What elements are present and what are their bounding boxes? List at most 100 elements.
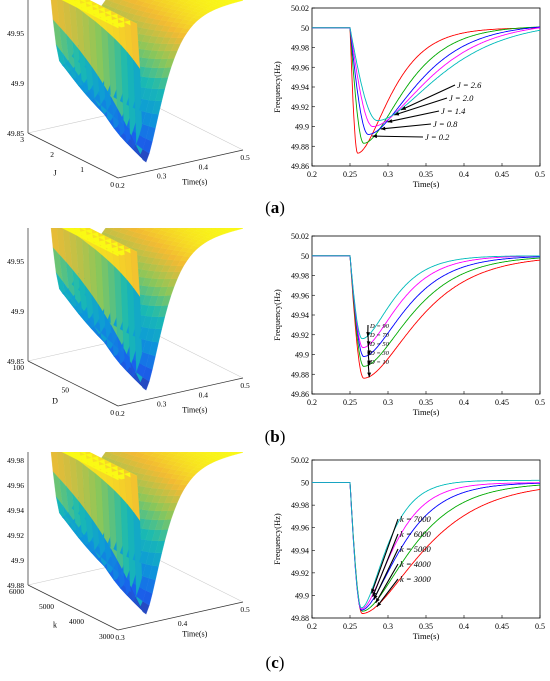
annotation-arrow [400,84,456,111]
line-svg-b: 0.2 0.25 0.3 0.35 0.4 0.45 0.5 49.86 49.88 49.9 49… [272,232,545,417]
surface-patch [187,0,191,1]
series-label: D = 50 [369,341,390,348]
series-line [312,27,541,122]
plot-area [311,235,541,395]
surface-patch [236,0,244,2]
x-tick-label: 2 [50,150,54,159]
line-plot-b: 0.2 0.25 0.3 0.35 0.4 0.45 0.5 49.86 49.88 49.9 49… [270,228,550,423]
y-axis-label: Frequency(Hz) [272,61,282,113]
x-tick-label: 100 [13,363,25,372]
line-svg-a: 0.2 0.25 0.3 0.35 0.4 0.45 0.5 49.86 49.88 49.9 49… [272,4,545,189]
series-line [312,255,540,340]
surface-plot-a: 49.8549.949.955001230.20.30.40.5JTime(s)… [0,0,265,195]
series-label: k = 4000 [400,559,432,569]
x-tick-label: 0.25 [343,170,357,179]
annotation-arrowhead [371,588,375,594]
surface [27,189,244,391]
y-tick-label: 50.02 [291,456,309,465]
x-tick-label: 0.3 [383,398,393,407]
y-tick-label: 49.9 [295,591,309,600]
x-tick-label: 0.3 [383,622,393,631]
z-tick-label: 49.95 [7,29,24,38]
x-tick-label: 50 [62,386,70,395]
x-tick-label: 4000 [69,617,84,626]
annotation-arrowhead [380,126,386,131]
surface-patch [107,0,115,3]
axis-line [117,601,244,631]
y-tick-label: 49.98 [291,44,309,53]
axis-line [27,132,119,179]
x-tick-label: 0.5 [535,622,545,631]
annotation-arrow [380,123,432,130]
y-tick-label: 49.86 [291,390,309,399]
surface [50,0,244,163]
x-tick-label: 0 [110,408,114,417]
x-tick-label: 0.25 [343,398,357,407]
series-line [312,479,540,609]
y-tick-label: 50 [301,24,309,33]
y-axis-label: Time(s) [182,178,207,187]
series-label: D = 70 [369,332,390,339]
y-axis-label: Frequency(Hz) [272,289,282,341]
z-tick-label: 49.95 [7,257,24,266]
y-tick-label: 49.96 [291,524,309,533]
y-tick-label: 49.86 [291,162,309,171]
x-axis-label: Time(s) [413,407,440,417]
x-tick-label: 0.25 [343,622,357,631]
y-tick-label: 49.94 [291,311,309,320]
x-tick-label: 3000 [99,632,114,641]
x-tick-label: 0.5 [535,170,545,179]
y-axis-label: Frequency(Hz) [272,513,282,565]
axis-line [117,377,244,407]
grid-line [152,332,244,379]
annotation-arrow [371,518,399,594]
annotation-arrowhead [372,591,377,597]
surface-svg-b: 49.8549.949.95500501000.20.30.40.5DTime(… [7,183,250,418]
annotation-arrowhead [375,597,380,603]
series-label: J = 0.2 [425,132,450,142]
x-tick-label: 0.2 [307,622,317,631]
surface-svg-a: 49.8549.949.955001230.20.30.40.5JTime(s)… [7,0,250,190]
annotation-arrow [375,563,399,604]
y-tick-label: 0.2 [115,409,125,418]
series-label: k = 5000 [400,544,432,554]
series-label: J = 1.4 [441,106,466,116]
y-tick-label: 0.3 [157,400,167,409]
y-tick-label: 49.96 [291,291,309,300]
annotation-arrowhead [366,341,371,346]
surface [27,413,244,615]
surface-patch [195,0,201,2]
y-tick-label: 0.5 [240,153,250,162]
z-tick-label: 49.92 [7,531,24,540]
y-tick-label: 49.94 [291,83,309,92]
y-tick-label: 0.5 [240,605,250,614]
x-tick-label: 0.45 [495,622,509,631]
x-tick-label: 0.45 [495,170,509,179]
x-tick-label: 0.3 [383,170,393,179]
y-tick-label: 49.9 [295,123,309,132]
surface-patch [137,0,147,3]
y-tick-label: 49.98 [291,501,309,510]
series-label: J = 2.0 [449,93,474,103]
grid-line [152,556,244,603]
surface-patch [226,0,238,4]
series-label: J = 0.8 [433,119,458,129]
x-tick-label: 0.4 [459,170,469,179]
y-axis-label: Time(s) [182,630,207,639]
z-tick-label: 49.96 [7,481,24,490]
annotation-arrowhead [373,594,378,600]
surface-patch [151,0,155,1]
y-axis-label: Time(s) [182,406,207,415]
y-tick-label: 49.92 [291,569,309,578]
grid-line [152,104,244,151]
surface-plot-c: 49.8849.949.9249.9449.9649.9850300040005… [0,407,265,647]
y-tick-label: 0.5 [240,381,250,390]
annotation-arrow [373,548,399,601]
series-label: D = 90 [369,323,390,330]
z-tick-label: 49.85 [7,357,24,366]
x-tick-label: 1 [80,165,84,174]
line-plot-a: 0.2 0.25 0.3 0.35 0.4 0.45 0.5 49.86 49.88 49.9 49… [270,0,550,195]
annotation-arrow [372,135,424,138]
x-tick-label: 0.35 [419,622,433,631]
x-tick-label: 0.2 [307,170,317,179]
